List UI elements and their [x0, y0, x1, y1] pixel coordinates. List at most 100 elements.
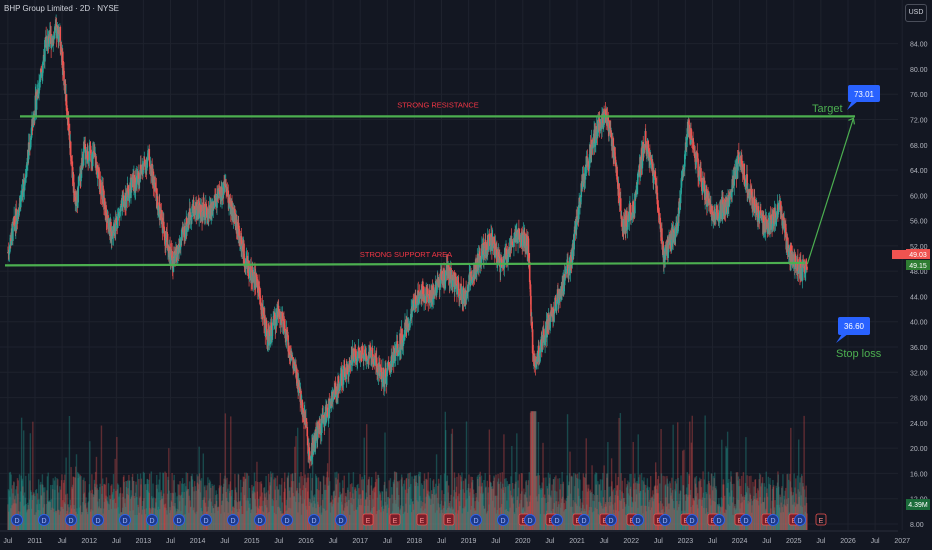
volume-bar: [10, 508, 12, 530]
volume-bar: [685, 494, 688, 530]
volume-bar: [377, 474, 380, 530]
volume-bar: [227, 488, 229, 530]
candle-body: [390, 356, 393, 373]
volume-bar: [230, 489, 233, 530]
volume-bar: [371, 477, 373, 530]
volume-bar: [24, 504, 26, 530]
volume-bar: [230, 496, 232, 530]
volume-bar: [664, 485, 666, 530]
candle-body: [157, 209, 159, 211]
volume-bar: [368, 479, 370, 530]
volume-bar: [187, 488, 190, 530]
volume-bar: [411, 501, 414, 530]
volume-bar: [40, 481, 42, 530]
candle-body: [377, 367, 379, 376]
volume-bar: [199, 492, 202, 530]
volume-bar: [96, 484, 98, 530]
candle-body: [414, 295, 417, 305]
candle-body: [10, 228, 13, 241]
volume-bar: [468, 495, 471, 530]
volume-bar: [114, 458, 116, 530]
volume-bar: [320, 514, 323, 530]
candle-body: [111, 231, 113, 239]
candle-body: [515, 231, 518, 243]
volume-bar: [529, 412, 532, 530]
candle-body: [674, 226, 677, 238]
volume-bar: [583, 476, 585, 530]
candle-body: [123, 200, 126, 205]
volume-bar: [479, 493, 482, 530]
volume-bar: [79, 476, 81, 530]
volume-bar: [264, 505, 267, 530]
candle-body: [682, 169, 684, 178]
volume-bar: [514, 483, 516, 530]
candle-body: [17, 209, 19, 222]
volume-bar: [8, 511, 10, 530]
candle-body: [261, 303, 264, 316]
volume-bar: [84, 503, 87, 530]
candle-body: [157, 207, 160, 210]
volume-bar: [213, 507, 215, 530]
volume-bar: [622, 508, 624, 530]
volume-bar: [7, 489, 10, 530]
volume-bar: [409, 472, 412, 530]
candle-body: [293, 364, 295, 370]
candle-body: [683, 166, 686, 170]
candle-body: [514, 234, 516, 240]
candle-body: [374, 355, 377, 360]
candle-body: [325, 404, 327, 424]
candle-body: [360, 352, 363, 354]
volume-bar: [477, 478, 479, 530]
volume-bar: [639, 491, 642, 530]
volume-bar: [259, 482, 261, 530]
volume-bar: [156, 488, 158, 530]
volume-bar: [327, 485, 329, 530]
candle-body: [419, 294, 422, 296]
candle-body: [192, 200, 195, 211]
volume-bar: [541, 488, 544, 530]
volume-bar: [311, 478, 313, 530]
volume-bar: [37, 479, 40, 530]
volume-bar: [138, 512, 140, 530]
volume-bar: [185, 472, 187, 530]
volume-bar: [536, 475, 538, 530]
volume-bar: [640, 473, 643, 530]
volume-bar: [183, 492, 185, 530]
candle-body: [84, 148, 87, 160]
candle-body: [24, 179, 26, 184]
volume-bar: [518, 474, 521, 530]
volume-bar: [25, 512, 28, 530]
volume-bar: [689, 489, 692, 530]
candle-body: [536, 356, 538, 359]
volume-bar: [512, 496, 514, 530]
candle-body: [572, 243, 575, 251]
volume-bar: [70, 467, 72, 530]
candle-body: [127, 186, 129, 192]
volume-bar: [17, 493, 19, 530]
volume-bar: [669, 488, 672, 530]
volume-bar: [385, 488, 388, 530]
volume-bar: [411, 476, 413, 530]
volume-bar: [435, 483, 437, 530]
volume-bar: [465, 499, 467, 530]
candle-body: [219, 190, 221, 192]
volume-bar: [551, 484, 553, 530]
candle-body: [484, 239, 487, 258]
candle-body: [677, 207, 680, 226]
volume-bar: [628, 495, 631, 530]
candle-body: [373, 355, 376, 366]
volume-bar: [104, 484, 106, 530]
volume-bar: [595, 473, 598, 530]
volume-bar: [77, 478, 79, 530]
volume-bar: [9, 471, 12, 530]
volume-bar: [351, 504, 353, 530]
volume-bar: [593, 501, 595, 530]
volume-bar: [18, 474, 21, 530]
candle-body: [380, 367, 383, 373]
volume-bar: [511, 445, 513, 530]
volume-bar: [123, 481, 126, 530]
candle-body: [494, 250, 496, 258]
candle-body: [126, 186, 129, 199]
volume-bar: [502, 489, 504, 530]
